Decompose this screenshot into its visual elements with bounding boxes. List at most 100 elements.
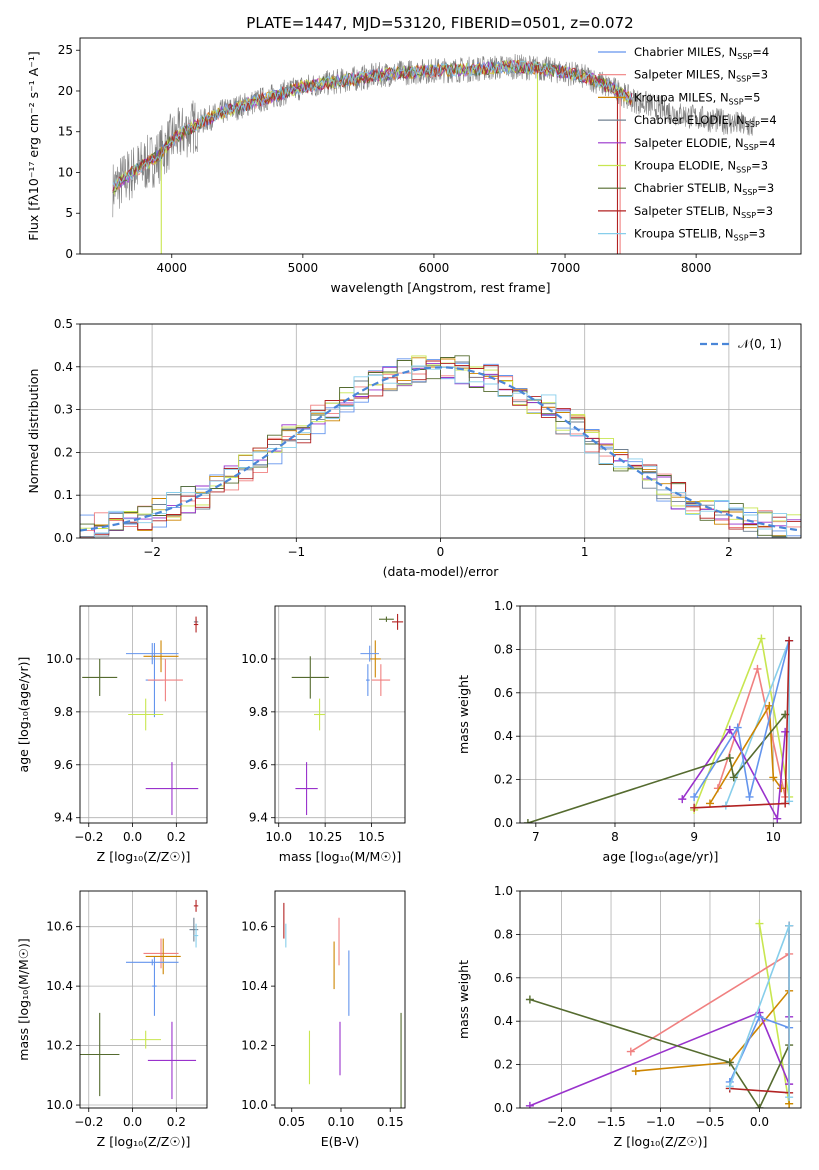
x-axis-label: wavelength [Angstrom, rest frame] <box>330 280 550 295</box>
weight-marker <box>729 773 738 782</box>
legend-entry: Salpeter ELODIE, NSSP=4 <box>634 136 776 152</box>
error-bar-point <box>392 613 404 630</box>
x-tick-label: 8 <box>611 830 619 844</box>
y-tick-label: 9.4 <box>54 811 73 825</box>
x-tick-label: 6000 <box>419 261 450 275</box>
axes-frame <box>79 890 208 1109</box>
legend-subscript: SSP <box>742 188 757 197</box>
weight-marker <box>773 814 782 823</box>
legend-subscript: SSP <box>729 97 744 106</box>
legend-name: Chabrier ELODIE, N <box>634 113 745 127</box>
error-bar-point <box>145 938 181 975</box>
x-tick-label: −1 <box>287 545 305 559</box>
y-tick-label: 0.3 <box>54 403 73 417</box>
x-tick-label: 8000 <box>681 261 712 275</box>
axes-frame <box>274 890 406 1109</box>
weight-line <box>709 703 782 804</box>
x-tick-label: 10.25 <box>308 830 342 844</box>
y-tick-label: 10.2 <box>241 1039 268 1053</box>
x-tick-label: 10.5 <box>358 830 385 844</box>
x-tick-label: 0.0 <box>123 830 142 844</box>
weight-marker <box>525 1101 534 1108</box>
y-tick-label: 1.0 <box>494 599 513 613</box>
axes-frame <box>274 605 406 824</box>
error-bar-point <box>193 616 199 633</box>
spectrum-model-line <box>112 60 633 188</box>
plot-area-mass-vs-EBV <box>283 902 402 1108</box>
weight-marker <box>725 753 734 762</box>
y-tick-label: 25 <box>58 43 73 57</box>
weight-marker <box>755 1104 764 1108</box>
y-tick-label: 0.4 <box>494 1014 513 1028</box>
plot-area-weight-vs-age <box>523 634 794 823</box>
y-tick-label: 15 <box>58 125 73 139</box>
legend-suffix: =4 <box>752 45 769 59</box>
x-axis-label: Z [log₁₀(Z/Z☉)] <box>614 1134 708 1149</box>
x-tick-label: 7 <box>532 830 540 844</box>
error-bar-point <box>360 645 379 662</box>
error-bar-point <box>193 899 199 912</box>
error-bar-point <box>291 656 329 699</box>
figure-title: PLATE=1447, MJD=53120, FIBERID=0501, z=0… <box>246 14 633 32</box>
y-tick-label: 0.0 <box>494 816 513 830</box>
legend-entry: 𝒩(0, 1) <box>738 337 782 351</box>
y-tick-label: 0.6 <box>494 971 513 985</box>
error-bar-point <box>193 923 199 948</box>
axes-frame <box>79 605 208 824</box>
y-tick-label: 10.2 <box>46 1039 73 1053</box>
error-bar-point <box>143 938 179 969</box>
x-axis-label: (data-model)/error <box>383 564 500 579</box>
y-tick-label: 1.0 <box>494 884 513 898</box>
legend-suffix: =4 <box>760 113 777 127</box>
panel-residuals: −2 −1 0 1 2 0.0 0.1 0.2 0.3 0.4 0.5 (data-model)/er… <box>26 317 802 579</box>
x-tick-label: 1 <box>581 545 589 559</box>
plot-area-age-vs-Z <box>82 616 199 816</box>
y-tick-label: 0.2 <box>494 1058 513 1072</box>
axes-frame <box>519 605 802 824</box>
y-tick-label: 0.5 <box>54 317 73 331</box>
weight-line <box>693 635 790 811</box>
legend-entry: Kroupa MILES, NSSP=5 <box>634 90 760 106</box>
legend-suffix: =5 <box>744 90 761 104</box>
weight-marker <box>678 795 687 804</box>
legend-name: Salpeter STELIB, N <box>634 204 741 218</box>
y-tick-label: 20 <box>58 84 73 98</box>
y-tick-label: 10.0 <box>46 652 73 666</box>
error-bar-point <box>314 698 326 731</box>
x-axis-label: age [log₁₀(age/yr)] <box>603 849 719 864</box>
x-tick-label: 7000 <box>550 261 581 275</box>
panel-mass-vs-Z: −0.2 0.0 0.2 10.0 10.2 10.4 10.6 Z [log₁₀(Z/Z☉)… <box>16 890 208 1149</box>
x-tick-label: −0.2 <box>74 1115 103 1129</box>
plot-area-residuals <box>80 355 801 538</box>
weight-line <box>529 998 790 1108</box>
legend-entry: Salpeter STELIB, NSSP=3 <box>634 204 773 220</box>
legend-suffix: =3 <box>749 227 766 241</box>
legend-name: Kroupa ELODIE, N <box>634 159 736 173</box>
error-bar-point <box>128 698 164 731</box>
weight-marker <box>725 1082 734 1091</box>
weight-marker <box>777 784 786 793</box>
axes-frame <box>79 37 802 255</box>
x-axis-label: E(B-V) <box>321 1134 360 1149</box>
weight-marker <box>705 799 714 808</box>
y-tick-label: 10.4 <box>46 979 73 993</box>
y-tick-label: 0.4 <box>494 729 513 743</box>
weight-line <box>630 953 790 1053</box>
y-tick-label: 9.8 <box>54 705 73 719</box>
y-tick-label: 0.2 <box>494 773 513 787</box>
y-tick-label: 10.4 <box>241 979 268 993</box>
plot-area-mass-vs-Z <box>80 899 199 1100</box>
legend-suffix: =3 <box>757 181 774 195</box>
weight-marker <box>523 819 532 823</box>
y-axis-label: mass [log₁₀(M/M☉)] <box>16 938 31 1060</box>
error-bar-point <box>295 762 318 816</box>
weight-marker <box>755 1012 764 1021</box>
x-tick-label: 2 <box>725 545 733 559</box>
y-tick-label: 9.6 <box>54 758 73 772</box>
legend-entry: Chabrier ELODIE, NSSP=4 <box>634 113 777 129</box>
error-bar-point <box>143 640 179 673</box>
y-tick-label: 0.6 <box>494 686 513 700</box>
error-bar-point <box>366 664 370 696</box>
x-tick-label: 9 <box>690 830 698 844</box>
legend-name: Salpeter MILES, N <box>634 68 736 82</box>
